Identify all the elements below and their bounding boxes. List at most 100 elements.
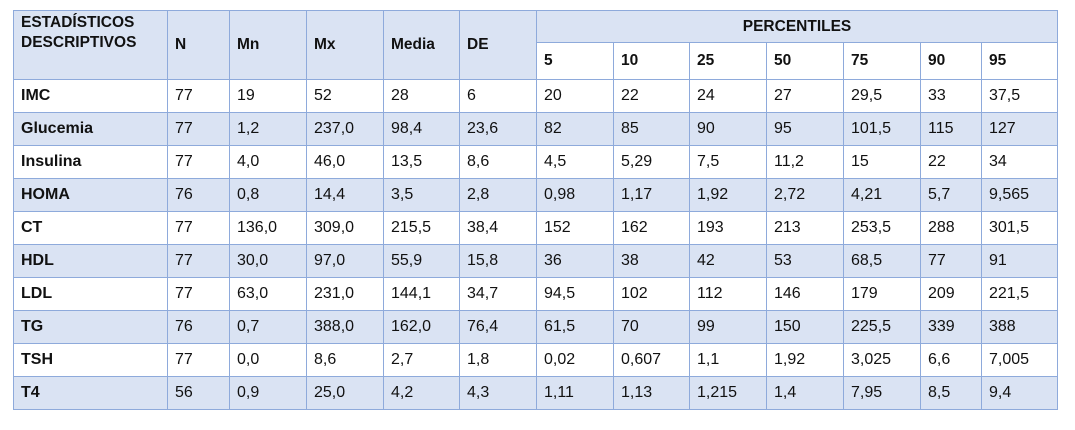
table-row: Glucemia 77 1,2 237,0 98,4 23,6 82 85 90 95 101,5 1…: [13, 112, 1059, 146]
row-label: LDL: [13, 277, 168, 311]
table-cell: 1,17: [613, 178, 690, 212]
table-cell: 9,565: [980, 178, 1059, 212]
table-cell: 0,8: [229, 178, 307, 212]
table-cell: 101,5: [843, 112, 921, 146]
table-cell: 8,6: [306, 343, 384, 377]
table-cell: 1,2: [229, 112, 307, 146]
table-cell: 34,7: [459, 277, 537, 311]
table-cell: 5,7: [920, 178, 982, 212]
table-cell: 77: [167, 211, 230, 245]
table-cell: 6,6: [920, 343, 982, 377]
table-cell: 388: [980, 310, 1059, 344]
table-cell: 19: [229, 79, 307, 113]
table-cell: 231,0: [306, 277, 384, 311]
header-percentile-50: 50: [766, 42, 844, 80]
table-cell: 11,2: [766, 145, 844, 179]
row-label: HOMA: [13, 178, 168, 212]
row-label: HDL: [13, 244, 168, 278]
table-cell: 77: [920, 244, 982, 278]
table-cell: 179: [843, 277, 921, 311]
table-row: T4 56 0,9 25,0 4,2 4,3 1,11 1,13 1,215 1,4 7,95 8,5…: [13, 376, 1059, 410]
table-cell: 2,72: [766, 178, 844, 212]
table-cell: 77: [167, 112, 230, 146]
table-cell: 102: [613, 277, 690, 311]
table-row: CT 77 136,0 309,0 215,5 38,4 152 162 193 213 253,5…: [13, 211, 1059, 245]
table-cell: 0,02: [536, 343, 614, 377]
table-cell: 215,5: [383, 211, 460, 245]
table-cell: 7,005: [980, 343, 1059, 377]
table-cell: 4,0: [229, 145, 307, 179]
table-cell: 76: [167, 310, 230, 344]
table-cell: 56: [167, 376, 230, 410]
table-cell: 61,5: [536, 310, 614, 344]
table-cell: 301,5: [980, 211, 1059, 245]
table-cell: 77: [167, 277, 230, 311]
table-cell: 3,5: [383, 178, 460, 212]
table-cell: 90: [689, 112, 767, 146]
table-cell: 22: [920, 145, 982, 179]
table-cell: 82: [536, 112, 614, 146]
header-col-mean: Media: [383, 10, 460, 80]
table-cell: 339: [920, 310, 982, 344]
table-cell: 70: [613, 310, 690, 344]
header-col-sd: DE: [459, 10, 537, 80]
table-cell: 46,0: [306, 145, 384, 179]
table-cell: 1,11: [536, 376, 614, 410]
table-cell: 77: [167, 244, 230, 278]
table-cell: 37,5: [980, 79, 1059, 113]
row-label: TG: [13, 310, 168, 344]
table-cell: 6: [459, 79, 537, 113]
table-cell: 8,5: [920, 376, 982, 410]
row-label: IMC: [13, 79, 168, 113]
table-cell: 20: [536, 79, 614, 113]
table-cell: 5,29: [613, 145, 690, 179]
table-cell: 193: [689, 211, 767, 245]
table-cell: 22: [613, 79, 690, 113]
header-percentile-25: 25: [689, 42, 767, 80]
table-cell: 4,21: [843, 178, 921, 212]
row-label: T4: [13, 376, 168, 410]
header-col-max: Mx: [306, 10, 384, 80]
table-row: TG 76 0,7 388,0 162,0 76,4 61,5 70 99 150 225,5 339…: [13, 310, 1059, 344]
table-cell: 144,1: [383, 277, 460, 311]
table-cell: 0,0: [229, 343, 307, 377]
table-cell: 34: [980, 145, 1059, 179]
table-cell: 7,95: [843, 376, 921, 410]
table-cell: 1,8: [459, 343, 537, 377]
table-body: IMC 77 19 52 28 6 20 22 24 27 29,5 33 37,5 Glucemia 77…: [13, 79, 1059, 410]
row-label: Insulina: [13, 145, 168, 179]
table-cell: 127: [980, 112, 1059, 146]
header-percentiles-group: PERCENTILES: [535, 10, 1059, 43]
table-cell: 38: [613, 244, 690, 278]
table-cell: 15,8: [459, 244, 537, 278]
table-cell: 3,025: [843, 343, 921, 377]
table-cell: 77: [167, 145, 230, 179]
table-cell: 152: [536, 211, 614, 245]
table-cell: 29,5: [843, 79, 921, 113]
table-cell: 55,9: [383, 244, 460, 278]
table-cell: 4,3: [459, 376, 537, 410]
table-cell: 1,13: [613, 376, 690, 410]
header-col-n: N: [167, 10, 230, 80]
table-cell: 9,4: [980, 376, 1059, 410]
table-cell: 253,5: [843, 211, 921, 245]
table-cell: 115: [920, 112, 982, 146]
table-cell: 1,215: [689, 376, 767, 410]
table-cell: 0,9: [229, 376, 307, 410]
header-row-2: 5 10 25 50 75 90 95: [14, 42, 1059, 80]
table-cell: 162: [613, 211, 690, 245]
table-cell: 4,2: [383, 376, 460, 410]
descriptive-statistics-table: ESTADÍSTICOS DESCRIPTIVOS N Mn Mx Media …: [13, 10, 1059, 410]
table-cell: 225,5: [843, 310, 921, 344]
table-cell: 91: [980, 244, 1059, 278]
table-cell: 0,7: [229, 310, 307, 344]
table-cell: 1,92: [766, 343, 844, 377]
row-label: CT: [13, 211, 168, 245]
table-cell: 209: [920, 277, 982, 311]
table-cell: 1,1: [689, 343, 767, 377]
table-cell: 13,5: [383, 145, 460, 179]
header-statistics-label: ESTADÍSTICOS DESCRIPTIVOS: [13, 10, 168, 80]
table-cell: 38,4: [459, 211, 537, 245]
table-cell: 8,6: [459, 145, 537, 179]
header-row-1: ESTADÍSTICOS DESCRIPTIVOS N Mn Mx Media …: [13, 10, 1059, 80]
